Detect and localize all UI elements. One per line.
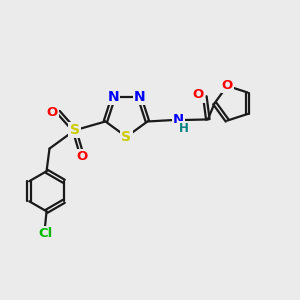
Text: N: N [173,113,184,126]
Text: S: S [70,123,80,137]
Text: O: O [222,80,233,92]
Text: N: N [134,90,145,104]
Text: O: O [193,88,204,101]
Text: Cl: Cl [38,227,52,240]
Text: H: H [179,122,189,135]
Text: S: S [122,130,131,144]
Text: N: N [108,90,119,104]
Text: O: O [47,106,58,118]
Text: O: O [76,150,88,163]
